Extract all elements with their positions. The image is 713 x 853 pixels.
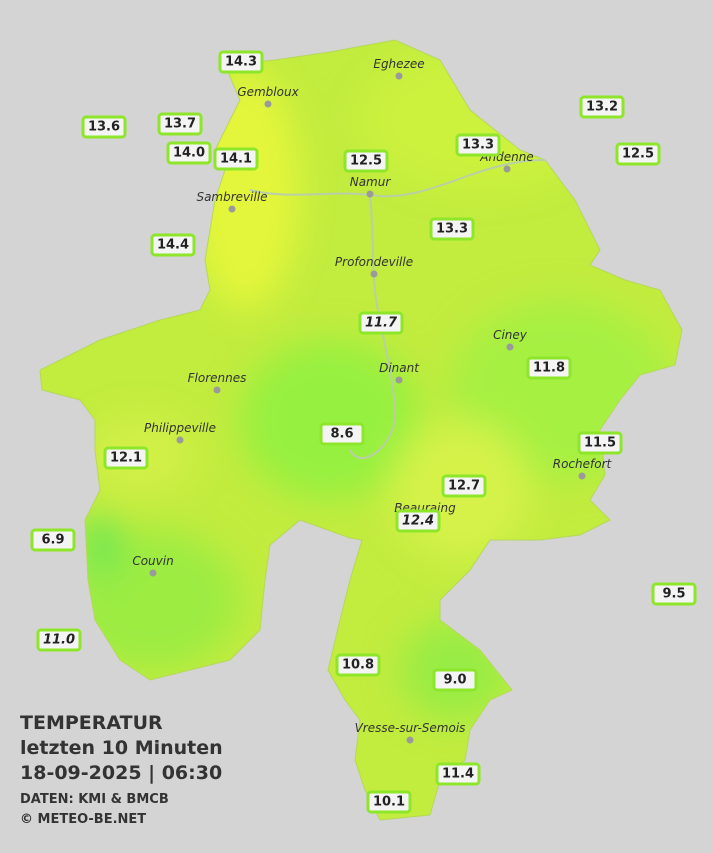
station-value: 14.3 <box>225 55 257 70</box>
station-box <box>358 311 404 335</box>
station-value: 12.4 <box>402 514 434 529</box>
station-value: 11.8 <box>533 361 565 376</box>
station-box <box>81 115 127 139</box>
station-box <box>615 142 661 166</box>
station-box <box>213 147 259 171</box>
station-value: 6.9 <box>41 533 64 548</box>
city-label: Florennes <box>188 371 247 385</box>
station-box <box>366 790 412 814</box>
station-box <box>395 509 441 533</box>
title-line: TEMPERATUR <box>20 712 163 734</box>
station-box <box>103 446 149 470</box>
station-value: 10.8 <box>342 658 374 673</box>
credit-line: DATEN: KMI & BMCB <box>20 792 169 807</box>
station-box <box>441 474 487 498</box>
title-block: TEMPERATUR letzten 10 Minuten 18-09-2025 |… <box>20 712 223 827</box>
city-label: Dinant <box>379 361 420 375</box>
station-value: 11.5 <box>584 436 616 451</box>
city-dot <box>406 736 414 744</box>
station-value: 11.7 <box>365 316 398 331</box>
city-label: Rochefort <box>553 457 613 471</box>
station-box <box>30 528 76 552</box>
station-value: 13.3 <box>436 222 468 237</box>
station-box <box>319 422 365 446</box>
credit-line: © METEO-BE.NET <box>20 812 146 827</box>
station-box <box>166 141 212 165</box>
station-box <box>429 217 475 241</box>
river <box>349 194 397 460</box>
city-dot <box>264 100 272 108</box>
city-label: Namur <box>350 175 392 189</box>
station-value: 13.7 <box>164 117 196 132</box>
station-value: 12.7 <box>448 479 480 494</box>
city-label: Sambreville <box>196 190 267 204</box>
city-dot <box>366 190 374 198</box>
station-value: 8.6 <box>330 427 353 442</box>
station-value: 12.5 <box>350 154 382 169</box>
station-box <box>526 356 572 380</box>
city-dot <box>503 165 511 173</box>
station-value: 12.5 <box>622 147 654 162</box>
city-label: Ciney <box>493 328 528 342</box>
station-box <box>651 582 697 606</box>
station-box <box>455 133 501 157</box>
city-dot <box>506 343 514 351</box>
station-box <box>577 431 623 455</box>
station-box <box>150 233 196 257</box>
title-line: 18-09-2025 | 06:30 <box>20 762 222 784</box>
station-box <box>218 50 264 74</box>
city-dot <box>370 270 378 278</box>
city-dot <box>176 436 184 444</box>
city-label: Eghezee <box>373 57 424 71</box>
station-value: 10.1 <box>373 795 405 810</box>
city-dot <box>149 569 157 577</box>
station-box <box>36 628 82 652</box>
city-label: Couvin <box>132 554 173 568</box>
city-dot <box>395 72 403 80</box>
station-box <box>343 149 389 173</box>
station-value: 11.0 <box>43 633 75 648</box>
station-value: 14.0 <box>173 146 205 161</box>
station-box <box>157 112 203 136</box>
station-box <box>432 668 478 692</box>
station-value: 9.0 <box>443 673 466 688</box>
city-dot <box>578 472 586 480</box>
station-value: 9.5 <box>662 587 685 602</box>
station-box <box>579 95 625 119</box>
station-value: 14.4 <box>157 238 189 253</box>
city-dot <box>213 386 221 394</box>
stations: 14.3 13.6 13.7 14.0 14.1 12.5 13.3 13.2 12.5 14.4… <box>30 50 697 814</box>
station-value: 13.2 <box>586 100 618 115</box>
station-value: 13.3 <box>462 138 494 153</box>
title-line: letzten 10 Minuten <box>20 737 223 759</box>
city-label: Gembloux <box>237 85 299 99</box>
city-label: Philippeville <box>144 421 216 435</box>
station-box <box>435 762 481 786</box>
city-label: Profondeville <box>335 255 413 269</box>
city-dot <box>395 376 403 384</box>
station-box <box>335 653 381 677</box>
station-value: 11.4 <box>442 767 474 782</box>
river <box>249 159 546 198</box>
station-value: 13.6 <box>88 120 120 135</box>
station-value: 12.1 <box>110 451 142 466</box>
city-dot <box>228 205 236 213</box>
station-value: 14.1 <box>220 152 252 167</box>
city-label: Vresse-sur-Semois <box>355 721 466 735</box>
